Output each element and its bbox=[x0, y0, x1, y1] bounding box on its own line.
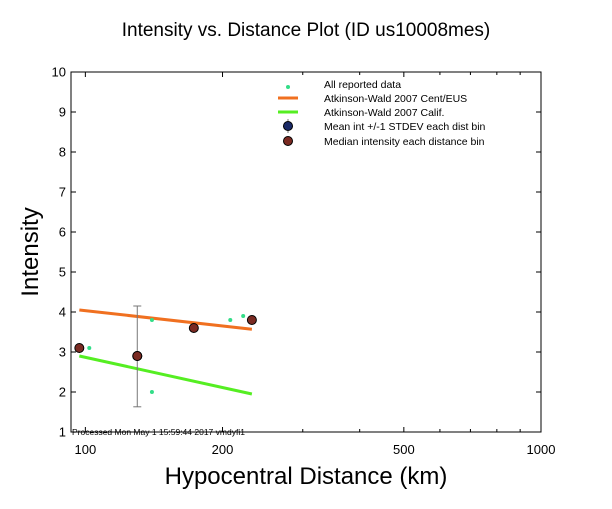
legend-label: All reported data bbox=[324, 79, 401, 91]
x-tick-label: 500 bbox=[393, 442, 415, 457]
reported-data-point bbox=[149, 390, 154, 394]
y-tick-label: 9 bbox=[59, 105, 66, 120]
x-tick-label: 1000 bbox=[527, 442, 556, 457]
legend: All reported data Atkinson-Wald 2007 Cent… bbox=[278, 79, 486, 148]
median-intensity-point bbox=[132, 351, 143, 361]
x-tick-label: 100 bbox=[75, 442, 97, 457]
cent-eus-curve bbox=[79, 308, 253, 331]
calif-curve bbox=[79, 354, 253, 396]
y-tick-label: 7 bbox=[59, 185, 66, 200]
y-tick-label: 6 bbox=[59, 225, 66, 240]
legend-label: Atkinson-Wald 2007 Calif. bbox=[324, 107, 444, 119]
legend-marker-circle bbox=[283, 121, 293, 131]
plot-area: 1 2 3 4 5 6 7 8 9 10 100 200 500 1000 bbox=[52, 65, 556, 458]
y-tick-label: 3 bbox=[59, 345, 66, 360]
y-tick-label: 2 bbox=[59, 385, 66, 400]
reported-data-point bbox=[228, 318, 233, 322]
y-tick-label: 8 bbox=[59, 145, 66, 160]
x-tick-label: 200 bbox=[212, 442, 234, 457]
x-axis-label: Hypocentral Distance (km) bbox=[165, 463, 448, 490]
legend-label: Mean int +/-1 STDEV each dist bin bbox=[324, 121, 486, 133]
legend-label: Atkinson-Wald 2007 Cent/EUS bbox=[324, 93, 467, 105]
legend-marker-reported-data bbox=[286, 85, 290, 89]
legend-marker-circle bbox=[283, 136, 293, 146]
reported-data-point bbox=[149, 318, 154, 322]
reported-data-point bbox=[241, 314, 246, 318]
y-axis-label: Intensity bbox=[17, 207, 44, 296]
legend-label: Median intensity each distance bin bbox=[324, 136, 485, 148]
median-intensity-point bbox=[74, 343, 85, 353]
y-tick-label: 10 bbox=[52, 65, 66, 80]
chart-title: Intensity vs. Distance Plot (ID us10008m… bbox=[122, 20, 491, 41]
reported-data-point bbox=[87, 346, 92, 350]
y-tick-label: 1 bbox=[59, 425, 66, 440]
y-tick-label: 5 bbox=[59, 265, 66, 280]
y-tick-label: 4 bbox=[59, 305, 66, 320]
median-intensity-point bbox=[188, 323, 199, 333]
plot-frame bbox=[70, 71, 542, 433]
median-intensity-point bbox=[246, 315, 257, 325]
